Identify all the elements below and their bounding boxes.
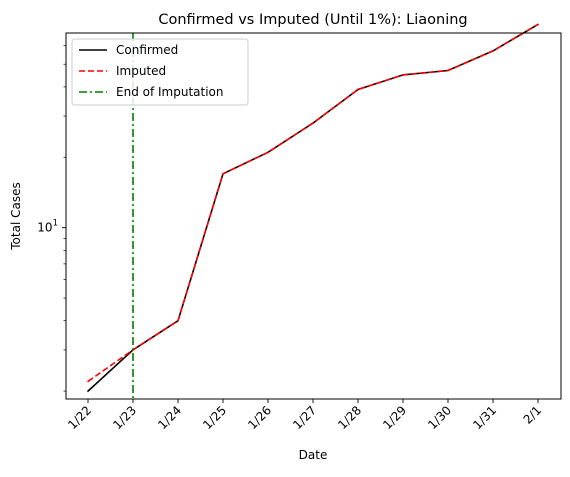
- x-tick-label: 1/23: [110, 403, 139, 432]
- x-tick-label: 1/26: [245, 403, 274, 432]
- x-axis-label: Date: [299, 448, 328, 462]
- x-tick-label: 1/30: [425, 403, 454, 432]
- x-tick-label: 1/28: [335, 403, 364, 432]
- data-point-imputed: [87, 380, 89, 383]
- x-tick-label: 1/29: [380, 403, 409, 432]
- x-tick-label: 1/25: [200, 403, 229, 432]
- data-point-imputed: [402, 74, 404, 76]
- x-tick-label: 2/1: [521, 403, 545, 427]
- data-point-imputed: [357, 88, 359, 91]
- chart-title: Confirmed vs Imputed (Until 1%): Liaonin…: [158, 12, 467, 28]
- legend-label: Imputed: [116, 64, 166, 78]
- data-point-imputed: [267, 151, 269, 154]
- y-axis-label: Total Cases: [9, 182, 23, 250]
- x-tick-label: 1/27: [290, 403, 319, 432]
- legend-box: [71, 38, 249, 106]
- x-tick-label: 1/24: [155, 403, 184, 432]
- data-point-imputed: [222, 172, 224, 175]
- legend: Confirmed Imputed End of Imputation: [71, 38, 249, 106]
- data-point-imputed: [537, 23, 539, 26]
- x-tick-label: 1/22: [65, 403, 94, 432]
- legend-label: End of Imputation: [116, 85, 224, 99]
- legend-label: Confirmed: [116, 43, 178, 57]
- data-point-imputed: [177, 319, 179, 322]
- data-point-imputed: [492, 50, 494, 52]
- y-tick-label: 101: [37, 219, 58, 235]
- x-tick-label: 1/31: [470, 403, 499, 432]
- data-point-imputed: [447, 69, 449, 72]
- data-point-imputed: [312, 122, 314, 124]
- plot-frame: [65, 32, 562, 400]
- data-point-confirmed: [87, 390, 89, 392]
